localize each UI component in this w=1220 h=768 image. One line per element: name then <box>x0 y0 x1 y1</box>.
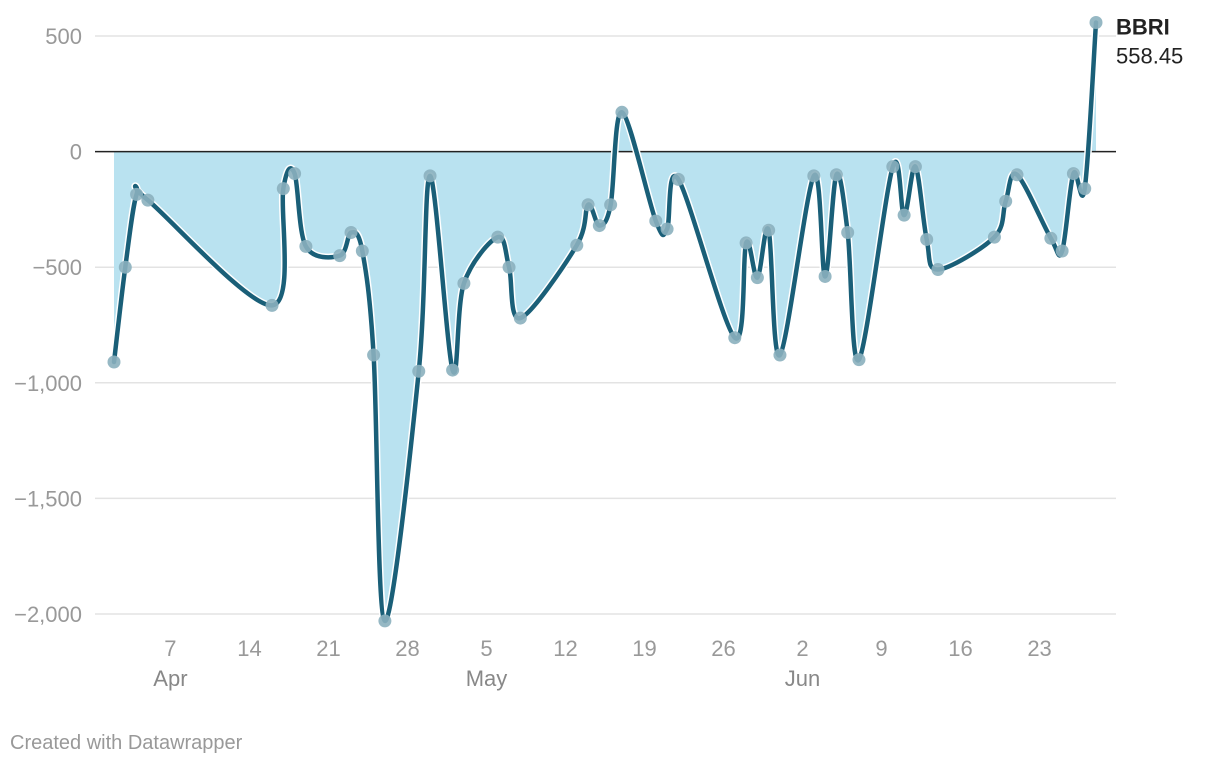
data-point <box>987 230 1001 244</box>
gridlines <box>95 35 1116 615</box>
x-tick-label: 16 <box>948 636 972 661</box>
data-point <box>141 193 155 207</box>
data-point <box>333 249 347 263</box>
data-point <box>829 168 843 182</box>
x-tick-label: 12 <box>553 636 577 661</box>
data-point <box>1055 244 1069 258</box>
data-point <box>367 348 381 362</box>
data-point <box>728 331 742 345</box>
data-point <box>276 182 290 196</box>
data-point <box>1078 182 1092 196</box>
data-point <box>502 260 516 274</box>
series-end-label: BBRI 558.45 <box>1116 14 1183 68</box>
area-fill <box>114 22 1096 621</box>
x-tick-label: 2 <box>796 636 808 661</box>
data-point <box>762 223 776 237</box>
data-point <box>423 169 437 183</box>
y-tick-label: 0 <box>70 140 82 165</box>
data-point <box>773 348 787 362</box>
data-point <box>807 169 821 183</box>
data-point <box>931 263 945 277</box>
data-point <box>355 244 369 258</box>
data-point <box>739 236 753 250</box>
data-point <box>378 614 392 628</box>
data-point <box>660 222 674 236</box>
data-point <box>288 167 302 181</box>
data-point <box>581 198 595 212</box>
data-point <box>841 226 855 240</box>
series-last-value-label: 558.45 <box>1116 43 1183 68</box>
data-point <box>299 239 313 253</box>
data-point <box>118 260 132 274</box>
data-point <box>750 271 764 285</box>
series-line <box>111 20 1099 624</box>
data-point <box>570 238 584 252</box>
x-tick-label: 26 <box>711 636 735 661</box>
data-point <box>107 355 121 369</box>
y-tick-label: −1,000 <box>14 371 82 396</box>
data-point <box>649 214 663 228</box>
x-tick-label: 21 <box>316 636 340 661</box>
data-point <box>852 353 866 367</box>
credit-footer: Created with Datawrapper <box>10 732 243 754</box>
data-point <box>1010 168 1024 182</box>
data-point <box>671 172 685 186</box>
x-tick-label: 14 <box>237 636 261 661</box>
data-point <box>412 364 426 378</box>
x-month-label: May <box>466 666 508 691</box>
x-month-label: Apr <box>153 666 187 691</box>
x-tick-label: 28 <box>395 636 419 661</box>
data-point <box>1066 167 1080 181</box>
data-point <box>457 276 471 290</box>
data-point <box>615 105 629 119</box>
data-point <box>265 298 279 312</box>
data-point <box>818 269 832 283</box>
data-point <box>1089 15 1103 29</box>
x-month-label: Jun <box>785 666 820 691</box>
y-tick-label: −2,000 <box>14 602 82 627</box>
data-point <box>1044 231 1058 245</box>
data-point <box>908 160 922 174</box>
x-axis-ticks: 7 Apr 14 21 28 5 May 12 19 26 2 Jun 9 16 23 <box>153 636 1051 691</box>
y-tick-label: 500 <box>45 24 82 49</box>
y-tick-label: −1,500 <box>14 486 82 511</box>
series-line-halo <box>110 18 1100 625</box>
data-point <box>897 208 911 222</box>
series-name-label: BBRI <box>1116 14 1170 39</box>
y-axis-ticks: 500 0 −500 −1,000 −1,500 −2,000 <box>14 24 82 627</box>
data-point <box>344 226 358 240</box>
data-point <box>130 187 144 201</box>
data-point <box>592 219 606 233</box>
data-point <box>999 194 1013 208</box>
x-tick-label: 5 <box>480 636 492 661</box>
y-tick-label: −500 <box>32 255 82 280</box>
data-point <box>491 230 505 244</box>
data-point <box>886 160 900 174</box>
data-point <box>604 198 618 212</box>
data-point <box>920 232 934 246</box>
x-tick-label: 23 <box>1027 636 1051 661</box>
data-point <box>513 311 527 325</box>
x-tick-label: 7 <box>164 636 176 661</box>
data-points-layer <box>107 15 1103 628</box>
area-fill-layer <box>114 22 1096 621</box>
x-tick-label: 9 <box>875 636 887 661</box>
data-point <box>446 363 460 377</box>
x-tick-label: 19 <box>632 636 656 661</box>
series-line-layer <box>110 18 1100 625</box>
